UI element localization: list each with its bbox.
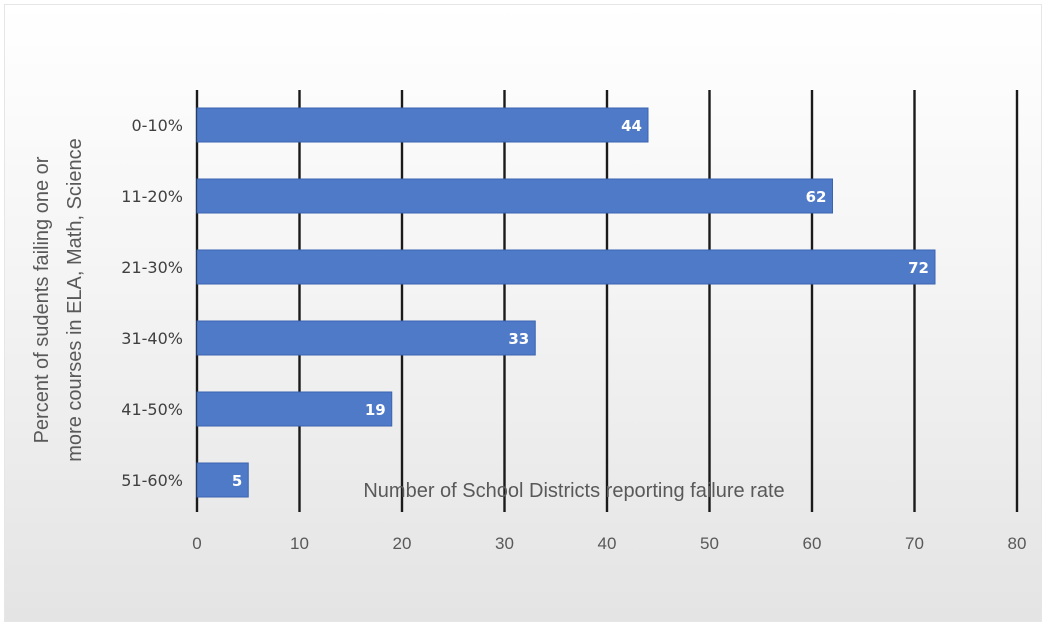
bar-value-label: 44 [621, 117, 642, 135]
y-tick-label: 51-60% [121, 471, 183, 490]
x-tick-labels: 0 10 20 30 40 50 60 70 80 [192, 534, 1026, 553]
x-axis-title: Number of School Districts reporting fai… [363, 480, 784, 502]
bar [196, 462, 249, 498]
bar [196, 178, 833, 214]
x-tick-label: 60 [803, 534, 822, 553]
y-tick-label: 0-10% [131, 116, 183, 135]
x-tick-label: 70 [905, 534, 924, 553]
bar [196, 107, 649, 143]
y-tick-label: 41-50% [121, 400, 183, 419]
x-tick-label: 80 [1008, 534, 1027, 553]
bar-value-label: 5 [232, 472, 242, 490]
y-axis-title-line-2: more courses in ELA, Math, Science [64, 138, 86, 461]
chart-area [4, 4, 1042, 622]
y-tick-label: 21-30% [121, 258, 183, 277]
data-labels: 44 62 72 33 19 5 [232, 117, 929, 490]
gridlines [195, 90, 1019, 512]
y-axis-title-line-1: Percent of sudents failing one or [31, 156, 53, 443]
bars [196, 107, 936, 498]
x-tick-label: 20 [393, 534, 412, 553]
y-tick-labels: 0-10% 11-20% 21-30% 31-40% 41-50% 51-60% [121, 116, 183, 490]
bar-value-label: 33 [508, 330, 529, 348]
bar [196, 249, 936, 285]
bar-value-label: 19 [365, 401, 386, 419]
x-tick-label: 10 [290, 534, 309, 553]
bar [196, 391, 393, 427]
y-tick-label: 31-40% [121, 329, 183, 348]
bar [196, 320, 536, 356]
x-tick-label: 0 [192, 534, 201, 553]
x-tick-label: 40 [598, 534, 617, 553]
y-tick-label: 11-20% [121, 187, 183, 206]
bar-value-label: 72 [908, 259, 929, 277]
bar-value-label: 62 [806, 188, 827, 206]
x-tick-label: 30 [495, 534, 514, 553]
y-axis-title: Percent of sudents failing one or more c… [31, 138, 86, 461]
x-tick-label: 50 [700, 534, 719, 553]
